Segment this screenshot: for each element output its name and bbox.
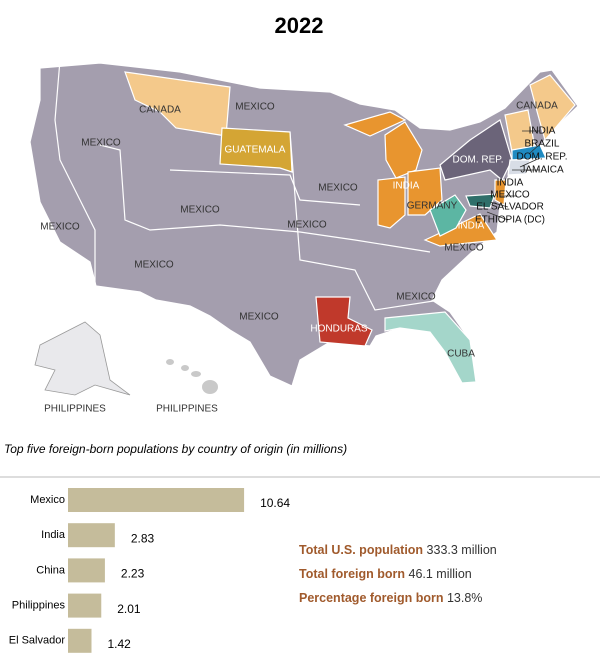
map-label: MEXICO	[134, 260, 174, 271]
map-label: MEXICO	[490, 190, 530, 201]
stat: Percentage foreign born 13.8%	[299, 591, 482, 605]
stats: Total U.S. population 333.3 millionTotal…	[299, 543, 497, 605]
map-label: MEXICO	[444, 243, 484, 254]
map-label: MEXICO	[287, 220, 327, 231]
stat-value: 46.1 million	[409, 567, 472, 581]
new-york	[439, 119, 513, 181]
stat-value: 333.3 million	[427, 543, 497, 557]
category-label: Philippines	[12, 600, 66, 612]
map-label: MEXICO	[239, 312, 279, 323]
bar	[68, 558, 105, 583]
florida	[384, 311, 477, 384]
map-label: BRAZIL	[524, 139, 559, 150]
map-label: INDIA	[393, 181, 420, 192]
map-label: INDIA	[497, 178, 524, 189]
map-label: CANADA	[516, 101, 558, 112]
map-label: MEXICO	[40, 222, 80, 233]
stat: Total U.S. population 333.3 million	[299, 543, 497, 557]
maryland	[465, 193, 496, 209]
borders	[289, 131, 441, 311]
map-label: JAMAICA	[520, 165, 564, 176]
bar	[68, 488, 245, 512]
indiana	[377, 176, 406, 229]
massachusetts	[511, 144, 547, 161]
stat-value: 13.8%	[447, 591, 482, 605]
category-label: India	[41, 529, 66, 541]
bar	[68, 523, 115, 548]
bar-chart: Mexico 10.64 India 2.83 China 2.23 Philippines…	[9, 488, 290, 653]
category-label: China	[36, 564, 66, 576]
map-labels: CANADA MEXICO MEXICO GUATEMALA CANADA INDIA BR…	[40, 101, 567, 415]
map-label: DOM. REP.	[517, 152, 568, 163]
hawaii	[166, 359, 218, 394]
bar	[68, 593, 102, 618]
map-label: CUBA	[447, 349, 475, 360]
borders	[169, 169, 361, 206]
louisiana	[315, 296, 373, 347]
bar	[68, 628, 92, 653]
borders	[54, 59, 96, 285]
map-label: PHILIPPINES	[156, 404, 218, 415]
borders	[99, 144, 431, 253]
value-label: 10.64	[260, 496, 290, 510]
map-label: INDIA	[458, 221, 485, 232]
maine	[529, 74, 576, 142]
value-label: 2.01	[117, 602, 141, 616]
leader-lines	[486, 130, 541, 221]
map-label: DOM. REP.	[453, 155, 504, 166]
map-label: MEXICO	[235, 102, 275, 113]
map-label: MEXICO	[81, 138, 121, 149]
map-label: MEXICO	[396, 292, 436, 303]
map-label: GUATEMALA	[225, 145, 286, 156]
new-jersey	[494, 179, 507, 206]
map-label: CANADA	[139, 105, 181, 116]
alaska	[34, 321, 131, 396]
stat-label: Percentage foreign born	[299, 591, 443, 605]
value-label: 2.23	[121, 567, 145, 581]
map-label: MEXICO	[180, 205, 220, 216]
stat-label: Total foreign born	[299, 567, 405, 581]
map-label: GERMANY	[407, 201, 458, 212]
south-dakota	[219, 127, 293, 173]
montana	[124, 71, 231, 137]
value-label: 1.42	[108, 637, 132, 651]
map-label: EL SALVADOR	[476, 202, 544, 213]
stat-label: Total U.S. population	[299, 543, 423, 557]
map-label: HONDURAS	[310, 324, 368, 335]
map-label: PHILIPPINES	[44, 404, 106, 415]
connecticut	[507, 159, 531, 176]
category-label: El Salvador	[9, 635, 66, 647]
title: 2022	[275, 13, 324, 38]
chart-title: Top five foreign-born populations by cou…	[4, 442, 347, 456]
value-label: 2.83	[131, 531, 155, 545]
west-virginia	[429, 194, 467, 237]
michigan	[384, 121, 423, 179]
map-label: MEXICO	[318, 183, 358, 194]
us-map: CANADA MEXICO MEXICO GUATEMALA CANADA INDIA BR…	[29, 59, 579, 415]
map-label: ETHIOPIA (DC)	[475, 215, 545, 226]
map-label: INDIA	[529, 126, 556, 137]
category-label: Mexico	[30, 494, 65, 506]
michigan-up	[343, 111, 407, 137]
stat: Total foreign born 46.1 million	[299, 567, 472, 581]
